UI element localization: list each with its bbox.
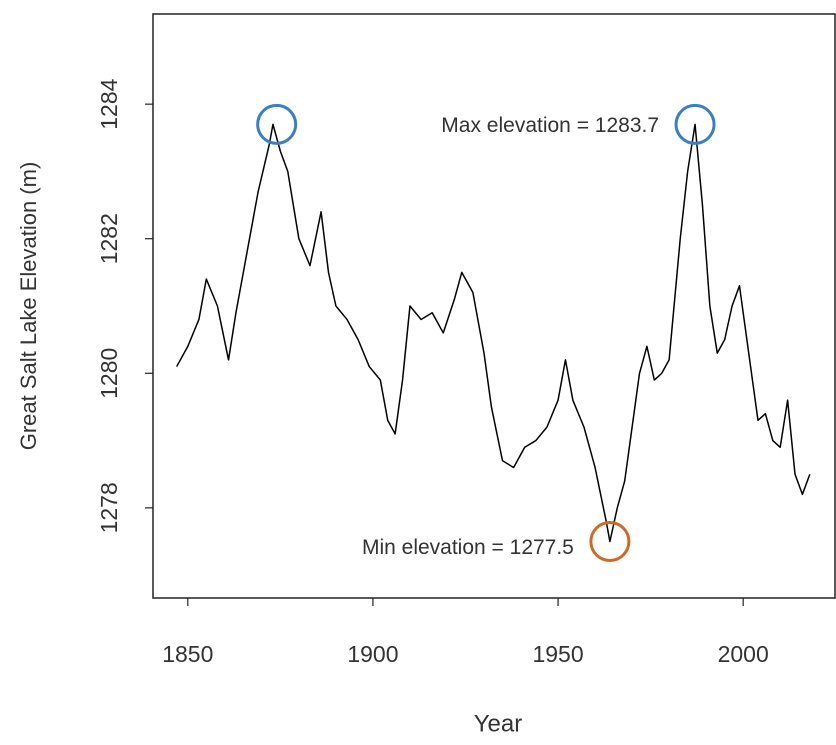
annotation-circle [589, 520, 631, 562]
annotation-label: Min elevation = 1277.5 [362, 536, 574, 559]
annotation-circle [674, 103, 716, 145]
x-axis-label: Year [474, 710, 523, 737]
elevation-line [176, 123, 811, 543]
y-tick-label: 1284 [96, 78, 122, 129]
y-tick-label: 1280 [96, 348, 122, 399]
x-tick-label: 1900 [347, 641, 398, 667]
y-axis-label: Great Salt Lake Elevation (m) [16, 162, 41, 451]
y-tick-label: 1282 [96, 213, 122, 264]
annotation-label: Max elevation = 1283.7 [441, 114, 659, 137]
annotation-circle [256, 103, 298, 145]
y-tick-label: 1278 [96, 482, 122, 533]
x-tick-label: 1950 [532, 641, 583, 667]
x-tick-label: 2000 [718, 641, 769, 667]
plot-frame [152, 13, 836, 599]
x-tick-label: 1850 [162, 641, 213, 667]
